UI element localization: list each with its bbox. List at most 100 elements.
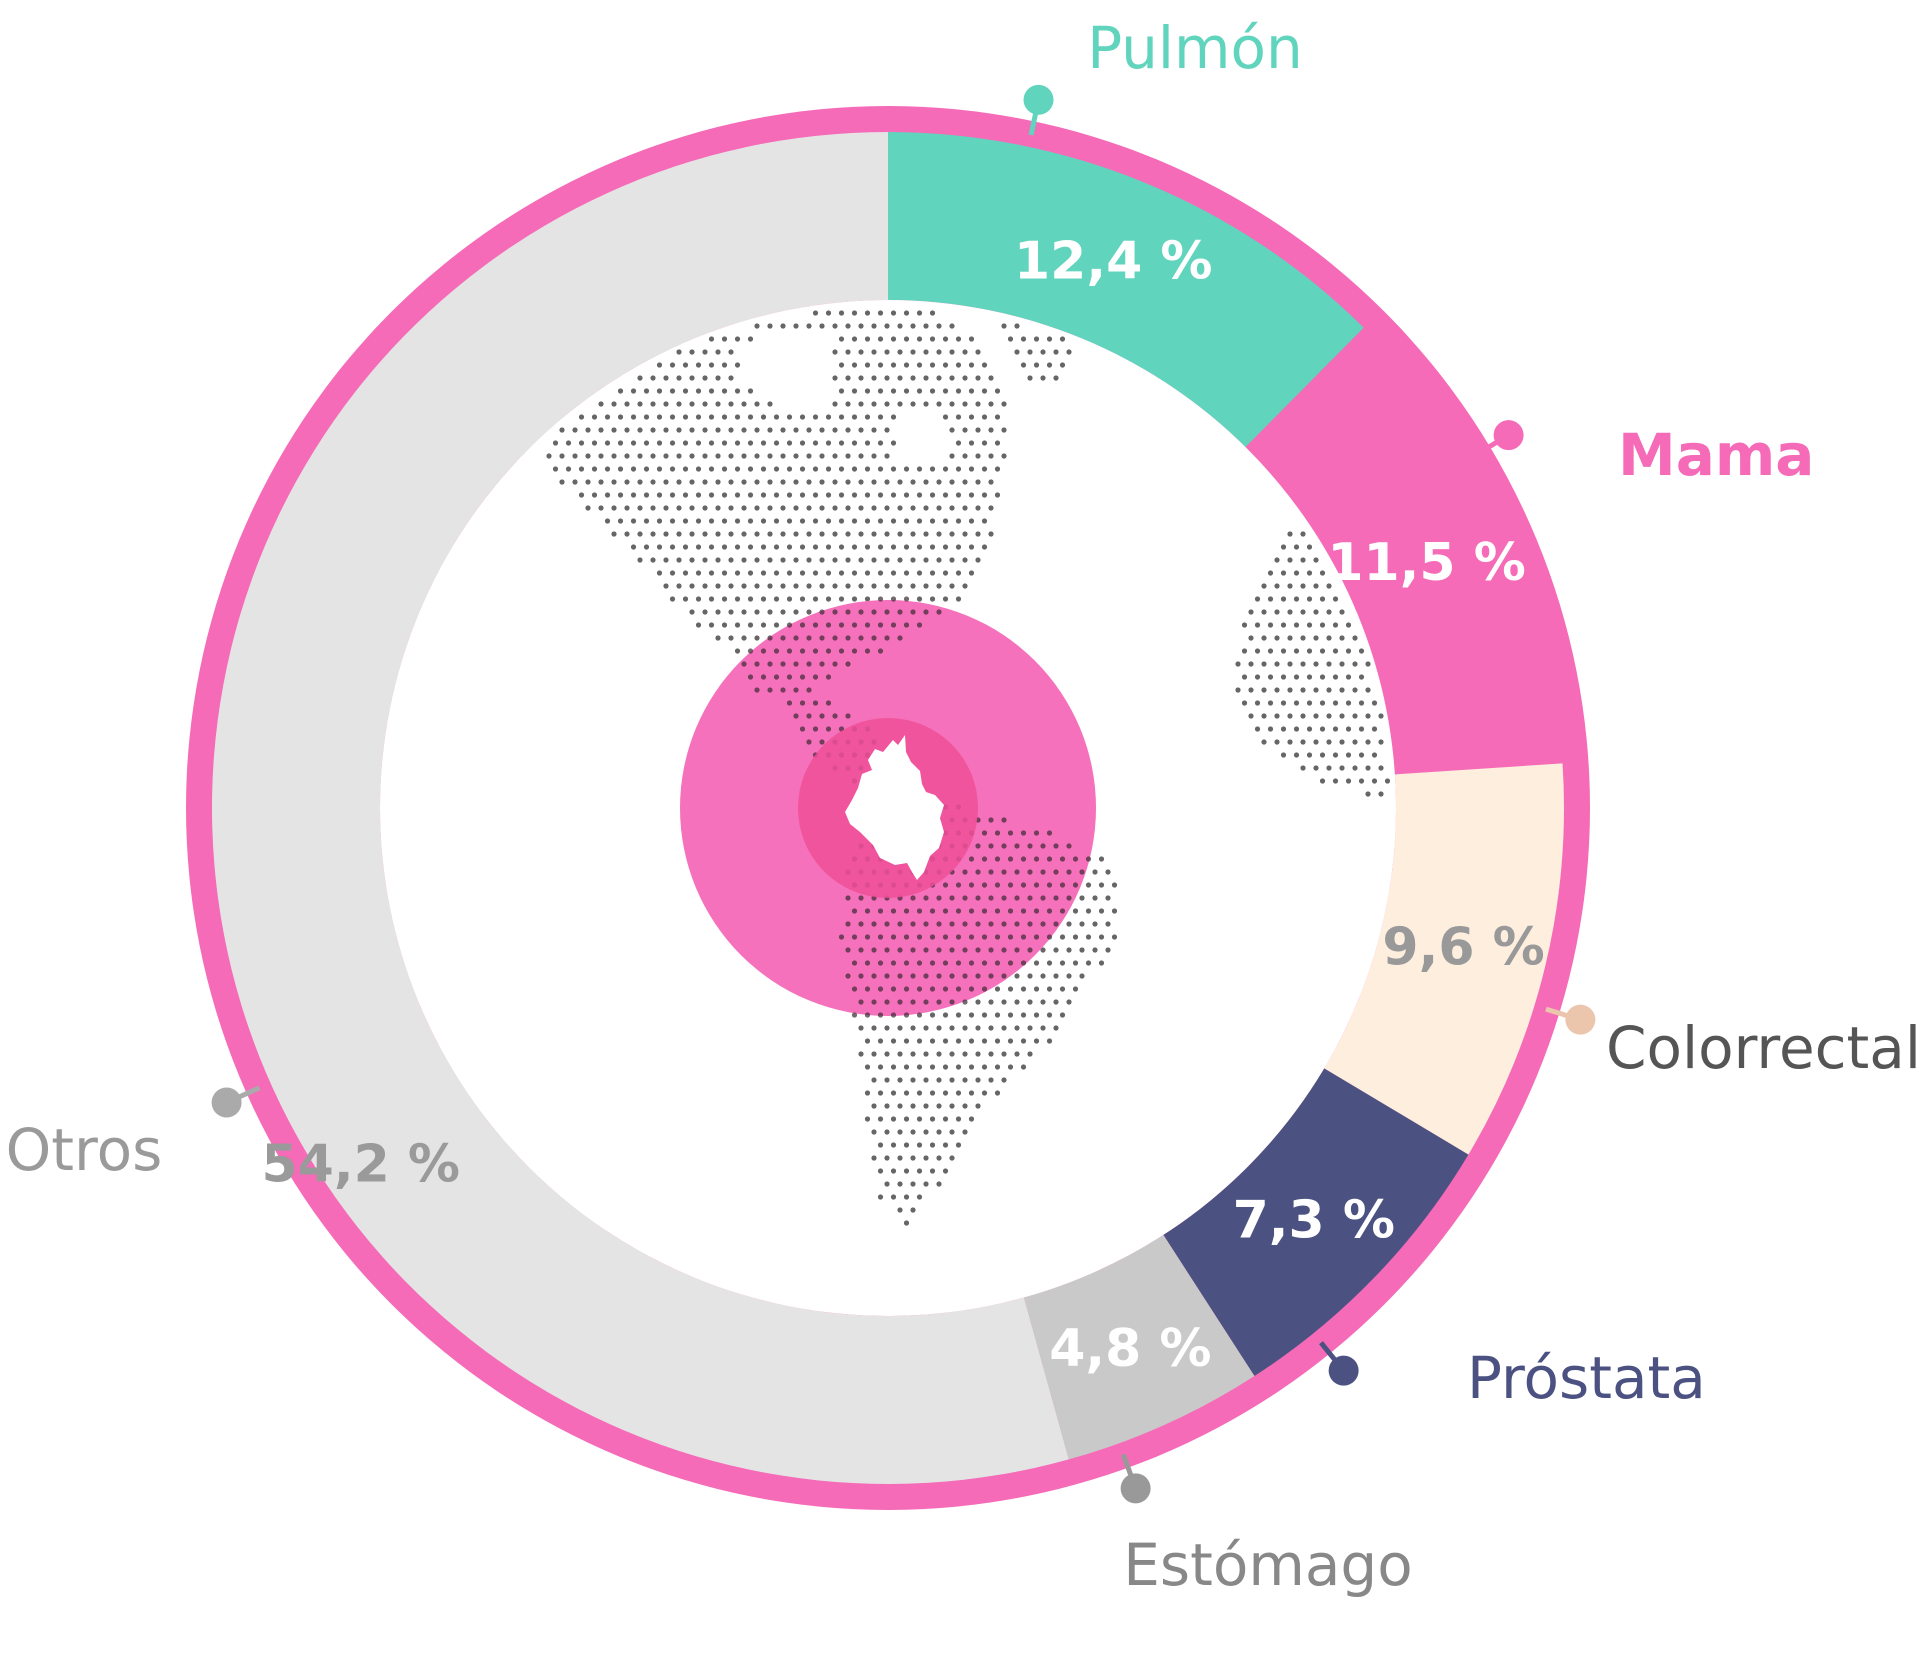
map-dot <box>1339 765 1345 771</box>
map-dot <box>1001 973 1007 979</box>
map-dot <box>767 427 773 433</box>
map-dot <box>786 492 793 498</box>
map-dot <box>1001 1077 1007 1083</box>
map-dot <box>780 609 786 615</box>
map-dot <box>988 895 994 901</box>
map-dot <box>981 882 988 888</box>
map-dot <box>858 635 864 641</box>
map-dot <box>838 648 845 654</box>
map-dot <box>851 570 858 576</box>
map-dot <box>988 843 994 849</box>
map-dot <box>1306 544 1313 550</box>
map-dot <box>923 1077 929 1083</box>
map-dot <box>1059 362 1066 368</box>
map-dot <box>845 323 851 329</box>
map-dot <box>877 1142 884 1148</box>
map-dot <box>962 427 968 433</box>
map-dot <box>1293 700 1300 706</box>
map-dot <box>988 817 994 823</box>
map-dot <box>1027 1051 1033 1057</box>
map-dot <box>864 544 871 550</box>
map-dot <box>656 492 663 498</box>
map-dot <box>741 453 747 459</box>
map-dot <box>851 648 858 654</box>
map-dot <box>851 388 858 394</box>
map-dot <box>1072 934 1079 940</box>
map-dot <box>936 323 942 329</box>
map-dot <box>773 518 780 524</box>
map-dot <box>975 843 981 849</box>
map-dot <box>910 1181 916 1187</box>
map-dot <box>1014 999 1020 1005</box>
map-dot <box>819 557 825 563</box>
category-label-otros: Otros <box>6 1116 163 1184</box>
map-dot <box>942 544 949 550</box>
map-dot <box>1326 583 1332 589</box>
map-dot <box>890 1064 897 1070</box>
map-dot <box>1066 895 1072 901</box>
map-dot <box>858 505 864 511</box>
map-dot <box>975 1103 981 1109</box>
slice-otros <box>212 132 1069 1484</box>
map-dot <box>1072 882 1079 888</box>
map-dot <box>656 440 663 446</box>
map-dot <box>728 635 734 641</box>
map-dot <box>916 518 923 524</box>
map-dot <box>1326 713 1332 719</box>
map-dot <box>923 1129 929 1135</box>
map-dot <box>728 453 734 459</box>
map-dot <box>877 960 884 966</box>
map-dot <box>910 1051 916 1057</box>
map-dot <box>910 947 916 953</box>
map-dot <box>916 1194 923 1200</box>
map-dot <box>1267 674 1274 680</box>
map-dot <box>767 557 773 563</box>
map-dot <box>845 531 851 537</box>
map-dot <box>949 1103 955 1109</box>
map-dot <box>682 466 689 472</box>
map-dot <box>552 440 559 446</box>
map-dot <box>845 635 851 641</box>
map-dot <box>1254 596 1261 602</box>
map-dot <box>806 531 812 537</box>
map-dot <box>916 1064 923 1070</box>
map-dot <box>994 934 1001 940</box>
map-dot <box>929 1168 936 1174</box>
map-dot <box>1254 648 1261 654</box>
map-dot <box>916 1116 923 1122</box>
map-dot <box>1007 336 1014 342</box>
map-dot <box>838 518 845 524</box>
map-dot <box>832 505 838 511</box>
map-dot <box>1014 349 1020 355</box>
map-dot <box>903 518 910 524</box>
map-dot <box>968 882 975 888</box>
map-dot <box>851 362 858 368</box>
map-dot <box>754 661 760 667</box>
map-dot <box>884 583 890 589</box>
map-dot <box>825 596 832 602</box>
map-dot <box>968 934 975 940</box>
map-dot <box>975 869 981 875</box>
map-dot <box>929 1116 936 1122</box>
map-dot <box>734 336 741 342</box>
map-dot <box>949 1155 955 1161</box>
map-dot <box>858 531 864 537</box>
map-dot <box>903 986 910 992</box>
map-dot <box>1300 583 1306 589</box>
map-dot <box>955 362 962 368</box>
map-dot <box>910 479 916 485</box>
map-dot <box>884 1129 890 1135</box>
map-dot <box>1371 700 1378 706</box>
map-dot <box>812 570 819 576</box>
map-dot <box>916 310 923 316</box>
map-dot <box>559 479 565 485</box>
map-dot <box>721 362 728 368</box>
map-dot <box>858 1025 864 1031</box>
map-dot <box>877 544 884 550</box>
map-dot <box>812 674 819 680</box>
map-dot <box>923 323 929 329</box>
map-dot <box>1027 895 1033 901</box>
map-dot <box>812 622 819 628</box>
map-dot <box>1287 635 1293 641</box>
map-dot <box>890 1038 897 1044</box>
